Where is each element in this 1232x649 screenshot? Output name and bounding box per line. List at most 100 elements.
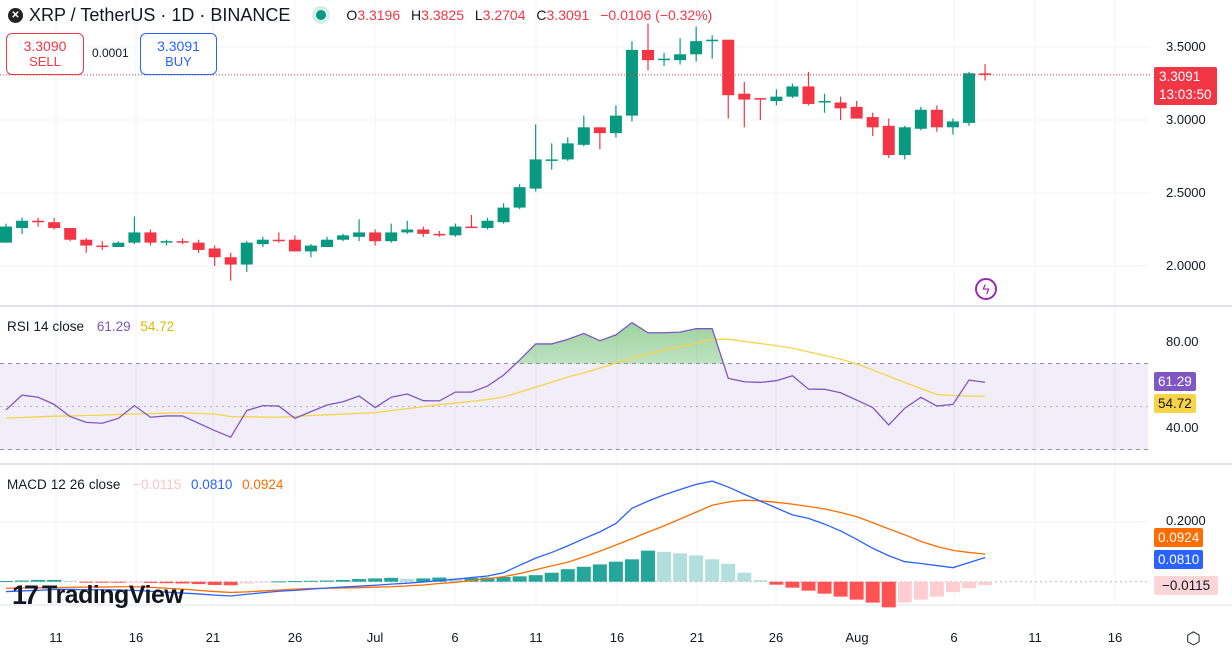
macd-histogram-bar [255,581,270,583]
macd-histogram-bar [63,580,78,582]
candle-body [497,207,510,223]
macd-histogram-bar [95,581,110,583]
price-tick: 2.0000 [1166,258,1206,273]
tradingview-logo-text: TradingView [42,581,184,609]
macd-histogram-bar [512,576,527,582]
open-label: O [346,7,358,23]
candle-body [16,220,29,229]
close-value: 3.3091 [546,7,590,23]
macd-histogram-bar [368,578,383,582]
rsi-legend[interactable]: RSI 14 close 61.29 54.72 [7,319,180,334]
candle-body [706,39,719,42]
ohlc-values: O3.3196 H3.3825 L3.2704 C3.3091 −0.0106 … [346,7,719,23]
buy-label: BUY [165,54,192,69]
macd-legend[interactable]: MACD 12 26 close −0.0115 0.0810 0.0924 [7,477,289,492]
candle-body [690,41,703,55]
macd-histogram-bar [897,581,912,603]
macd-histogram-bar [287,581,302,583]
gear-icon[interactable]: ⬡ [1186,629,1201,648]
candle-body [401,229,414,233]
candle-body [96,245,109,248]
macd-histogram-bar [496,576,511,582]
macd-histogram-bar [111,581,126,583]
candle-body [224,257,237,265]
macd-histogram-bar [929,581,944,597]
change-value: −0.0106 (−0.32%) [600,7,713,23]
macd-histogram-bar [271,581,286,583]
macd-histogram-bar [127,581,142,583]
candle-body [930,109,943,128]
macd-histogram-bar [962,581,976,589]
time-tick: 26 [287,630,303,645]
candle-body [64,228,77,240]
time-tick: 16 [1107,630,1123,645]
pane-separators [0,305,1232,606]
candle-body [963,73,975,123]
candle-body [128,232,141,243]
macd-fast: 12 [50,477,66,492]
macd-histogram-bar [978,581,993,586]
symbol-title[interactable]: XRP / TetherUS · 1D · BINANCE [29,4,291,25]
candle-body [433,233,446,236]
macd-histogram-bar [448,578,463,582]
macd-histogram-bar [223,581,238,586]
buy-price: 3.3091 [157,38,200,54]
tradingview-logo[interactable]: 17 TradingView [12,580,184,611]
candle-body [561,143,574,160]
macd-pane [0,480,1148,608]
grid-lines [0,0,1148,605]
macd-histogram-bar [416,578,431,582]
macd-histogram-bar [881,581,896,608]
macd-histogram-bar [336,579,351,582]
macd-signal-value: 0.0924 [242,477,284,492]
candle-body [979,73,992,75]
candle-body [593,127,606,134]
macd-histogram-bar [544,572,559,582]
low-value: 3.2704 [482,7,526,23]
time-tick: 16 [128,630,144,645]
rsi-tick: 40.00 [1166,420,1199,435]
candle-body [321,239,333,248]
candle-body [208,248,221,258]
candle-body [577,127,590,145]
rsi-value: 61.29 [96,319,131,334]
macd-line-value: 0.0810 [191,477,233,492]
macd-histogram-bar [79,581,94,583]
low-label: L [474,7,483,23]
candle-body [529,159,542,189]
candle-body [722,39,735,96]
macd-histogram-bar [576,566,591,582]
candle-body [513,187,526,208]
open-value: 3.3196 [357,7,401,23]
time-tick: 11 [49,630,63,645]
sell-button[interactable]: 3.3090 SELL [6,33,84,75]
time-tick: 11 [529,630,543,645]
candle-body [770,96,783,102]
buy-button[interactable]: 3.3091 BUY [140,33,217,75]
candle-body [192,242,205,250]
macd-histogram-bar [31,579,46,582]
macd-histogram-bar [352,579,367,582]
rsi-name: RSI [7,319,30,334]
candle-body [481,220,494,229]
macd-histogram-bar [15,580,30,582]
candle-body [240,242,253,265]
macd-histogram-bar [159,581,174,584]
candle-body [176,241,189,243]
rsi-band [0,363,1148,450]
lightning-icon[interactable]: ϟ [975,278,997,300]
candle-body [625,49,638,116]
time-tick: 21 [689,630,705,645]
sell-price: 3.3090 [23,38,67,54]
candle-body [786,86,799,97]
time-tick: 6 [950,630,958,645]
rsi-ma-value-tag: 54.72 [1154,394,1196,413]
high-label: H [411,7,422,23]
candle-body [449,226,462,236]
macd-histogram-bar [191,581,206,585]
candle-body [256,239,269,245]
candle-body [369,232,382,242]
macd-histogram-bar [608,561,623,582]
rsi-source: close [52,319,85,334]
